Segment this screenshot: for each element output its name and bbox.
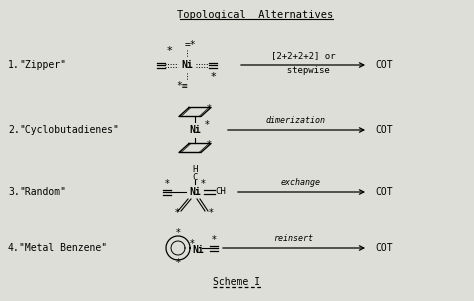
Text: *: *: [176, 228, 181, 238]
Text: 2.: 2.: [8, 125, 20, 135]
Text: *: *: [176, 258, 181, 268]
Text: Ni: Ni: [189, 125, 201, 135]
Text: Scheme I: Scheme I: [213, 277, 261, 287]
Text: Ni: Ni: [192, 245, 204, 255]
Text: dimerization: dimerization: [266, 116, 326, 125]
Text: H: H: [192, 166, 198, 175]
Text: *: *: [207, 140, 211, 150]
Text: *: *: [201, 179, 205, 189]
Text: Ni: Ni: [189, 187, 201, 197]
Text: 1.: 1.: [8, 60, 20, 70]
Text: C: C: [192, 172, 198, 182]
Text: *: *: [209, 208, 213, 218]
Text: COT: COT: [375, 125, 392, 135]
Text: Ni: Ni: [181, 60, 193, 70]
Text: 4.: 4.: [8, 243, 20, 253]
Text: "Cyclobutadienes": "Cyclobutadienes": [19, 125, 119, 135]
Text: "Metal Benzene": "Metal Benzene": [19, 243, 107, 253]
Text: 3.: 3.: [8, 187, 20, 197]
Text: *: *: [207, 104, 211, 114]
Text: exchange: exchange: [281, 178, 321, 187]
Text: *: *: [190, 239, 194, 249]
Text: *: *: [164, 179, 169, 189]
Text: "Zipper": "Zipper": [19, 60, 66, 70]
Text: COT: COT: [375, 187, 392, 197]
Text: *: *: [211, 235, 216, 245]
Text: [2+2+2+2] or: [2+2+2+2] or: [271, 51, 335, 60]
Text: =*: =*: [184, 39, 196, 49]
Text: COT: COT: [375, 243, 392, 253]
Text: *: *: [205, 120, 210, 130]
Text: *: *: [174, 208, 179, 218]
Text: *: *: [166, 46, 172, 56]
Text: Topological  Alternatives: Topological Alternatives: [177, 10, 333, 20]
Text: stepwise: stepwise: [276, 66, 330, 75]
Text: *≡: *≡: [176, 81, 188, 91]
Text: COT: COT: [375, 60, 392, 70]
Text: reinsert: reinsert: [273, 234, 313, 243]
Text: CH: CH: [215, 188, 226, 197]
Text: "Random": "Random": [19, 187, 66, 197]
Text: *: *: [210, 72, 216, 82]
